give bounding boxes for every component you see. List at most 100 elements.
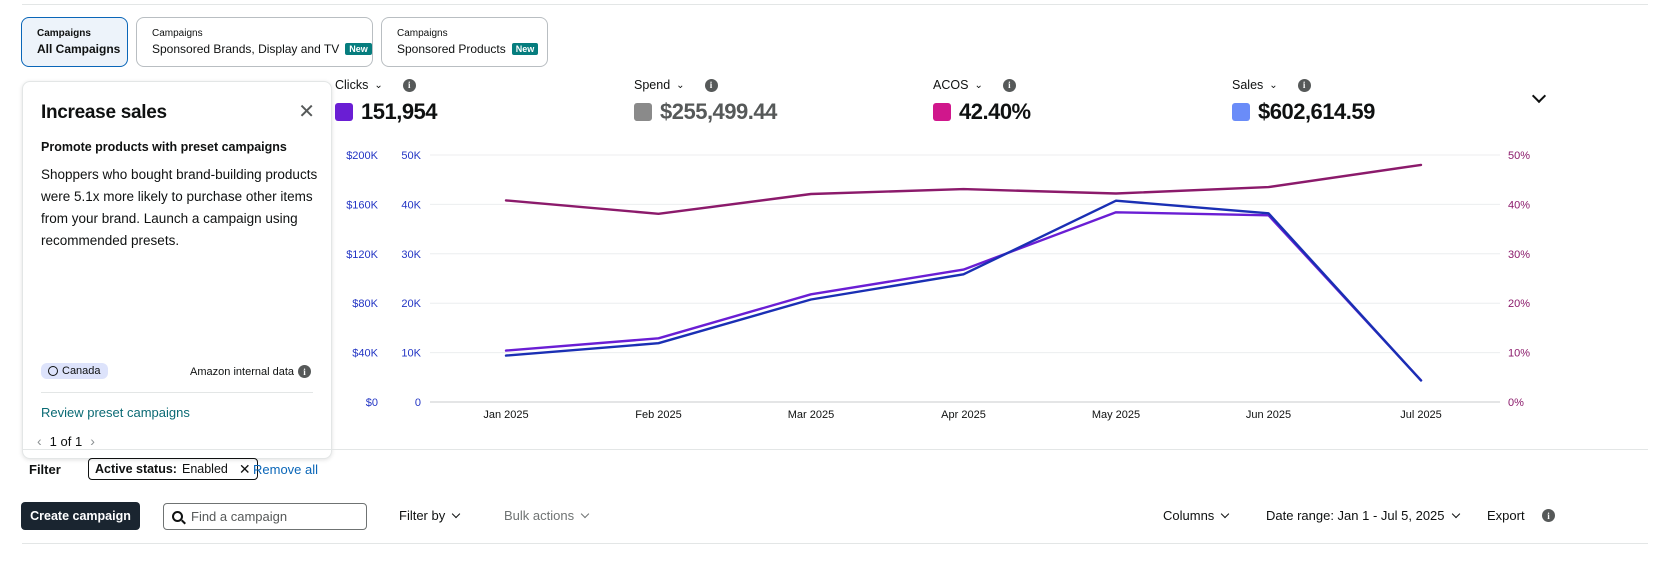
metric-label: Clicks: [335, 78, 369, 92]
x-axis-tick-label: Feb 2025: [635, 409, 681, 421]
region-label: Canada: [62, 365, 101, 377]
region-chip: Canada: [41, 363, 108, 379]
y2-axis-tick-label: 0%: [1508, 397, 1524, 409]
chevron-down-icon: [1451, 509, 1460, 518]
series-line-clicks: [504, 211, 1423, 382]
metric-selector[interactable]: Sales ⌄ i: [1232, 78, 1375, 92]
data-source: Amazon internal data i: [190, 365, 311, 378]
metric-clicks: Clicks ⌄ i 151,954: [335, 78, 438, 125]
pager-label: 1 of 1: [49, 433, 83, 449]
tab-caption: Campaigns: [37, 28, 91, 39]
y2-axis-tick-label: 40%: [1508, 199, 1530, 211]
filter-by-dropdown[interactable]: Filter by: [399, 508, 461, 523]
bulk-actions-dropdown[interactable]: Bulk actions: [504, 508, 590, 523]
series-swatch[interactable]: [1232, 103, 1250, 121]
tab-label: Sponsored Products: [397, 42, 506, 56]
chevron-left-icon[interactable]: ‹: [37, 433, 42, 449]
tab-caption: Campaigns: [397, 28, 448, 39]
series-swatch[interactable]: [933, 103, 951, 121]
date-range-dropdown[interactable]: Date range: Jan 1 - Jul 5, 2025: [1266, 508, 1460, 523]
active-status-filter-chip[interactable]: Active status: Enabled ✕: [88, 458, 258, 480]
x-axis-tick-label: May 2025: [1092, 409, 1140, 421]
metric-label: ACOS: [933, 78, 969, 92]
y-axis-tick-label: $200K: [346, 150, 378, 162]
search-icon: [172, 511, 183, 522]
tab-caption: Campaigns: [152, 28, 203, 39]
x-axis-tick-label: Apr 2025: [941, 409, 986, 421]
campaign-search[interactable]: [163, 503, 367, 530]
columns-dropdown[interactable]: Columns: [1163, 508, 1230, 523]
x-axis-tick-label: Mar 2025: [788, 409, 834, 421]
chevron-right-icon[interactable]: ›: [90, 433, 95, 449]
chevron-down-icon: [580, 509, 590, 518]
y-axis-tick-label: $120K: [346, 249, 378, 261]
chevron-down-icon: ⌄: [1269, 79, 1278, 91]
new-badge: New: [345, 43, 372, 55]
info-icon[interactable]: i: [1297, 78, 1311, 92]
chevron-down-icon: ⌄: [676, 79, 685, 91]
tab-sponsored-products[interactable]: Campaigns Sponsored Products New: [381, 17, 548, 67]
chevron-down-icon: ⌄: [374, 79, 383, 91]
tab-label: Sponsored Brands, Display and TV: [152, 42, 340, 56]
y-axis-tick-label: $160K: [346, 199, 378, 211]
metric-value: 42.40%: [959, 99, 1031, 124]
y-axis-tick-label: 0: [415, 397, 421, 409]
review-preset-link[interactable]: Review preset campaigns: [41, 405, 190, 420]
x-axis-tick-label: Jul 2025: [1400, 409, 1442, 421]
filter-value: Enabled: [181, 462, 228, 476]
globe-icon: [48, 366, 58, 376]
date-range-label: Date range: Jan 1 - Jul 5, 2025: [1266, 508, 1445, 523]
export-label: Export: [1487, 508, 1525, 523]
metric-value: $602,614.59: [1258, 99, 1375, 124]
metric-selector[interactable]: Spend ⌄ i: [634, 78, 777, 92]
performance-chart: $0 $40K $80K $120K $160K $200K 0 10K 20K 30K 40K 50…: [346, 150, 1530, 421]
tab-sponsored-brands[interactable]: Campaigns Sponsored Brands, Display and …: [136, 17, 373, 67]
metric-value: $255,499.44: [660, 99, 777, 124]
metric-selector[interactable]: ACOS ⌄ i: [933, 78, 1031, 92]
y-axis-tick-label: 20K: [401, 298, 421, 310]
bottom-divider: [22, 543, 1648, 544]
close-icon[interactable]: ✕: [298, 101, 315, 123]
info-icon[interactable]: i: [298, 365, 311, 378]
section-divider: [22, 449, 1648, 450]
columns-label: Columns: [1163, 508, 1215, 523]
info-icon[interactable]: i: [704, 78, 718, 92]
metric-label: Spend: [634, 78, 671, 92]
x-axis-tick-label: Jun 2025: [1246, 409, 1291, 421]
filter-key: Active status:: [95, 462, 177, 476]
promo-body: Shoppers who bought brand-building produ…: [41, 167, 318, 248]
series-swatch[interactable]: [335, 103, 353, 121]
info-icon[interactable]: i: [1542, 509, 1555, 522]
metric-spend: Spend ⌄ i $255,499.44: [634, 78, 777, 125]
info-icon[interactable]: i: [1002, 78, 1016, 92]
series-swatch[interactable]: [634, 103, 652, 121]
promo-card: Increase sales ✕ Promote products with p…: [22, 81, 332, 459]
close-icon[interactable]: ✕: [238, 460, 251, 477]
y-axis-tick-label: $80K: [352, 298, 378, 310]
y2-axis-tick-label: 30%: [1508, 249, 1530, 261]
tab-label: All Campaigns: [37, 42, 121, 56]
tab-all-campaigns[interactable]: Campaigns All Campaigns: [21, 17, 128, 67]
remove-all-link[interactable]: Remove all: [253, 462, 319, 477]
series-line-sales: [504, 199, 1423, 382]
metric-sales: Sales ⌄ i $602,614.59: [1232, 78, 1375, 125]
promo-title: Increase sales: [41, 102, 167, 123]
metric-value: 151,954: [361, 99, 438, 124]
y-axis-tick-label: 10K: [401, 348, 421, 360]
metric-selector[interactable]: Clicks ⌄ i: [335, 78, 437, 92]
series-line-acos: [504, 163, 1423, 216]
filter-label: Filter: [29, 462, 61, 477]
metric-acos: ACOS ⌄ i 42.40%: [933, 78, 1031, 125]
y-axis-tick-label: 30K: [401, 249, 421, 261]
promo-subtitle: Promote products with preset campaigns: [41, 140, 287, 154]
metric-label: Sales: [1232, 78, 1264, 92]
bulk-actions-label: Bulk actions: [504, 508, 575, 523]
info-icon[interactable]: i: [402, 78, 416, 92]
top-divider: [22, 4, 1648, 5]
export-button[interactable]: Export: [1487, 508, 1525, 523]
chevron-down-icon: [451, 509, 461, 518]
card-pager: ‹ 1 of 1 ›: [37, 433, 95, 449]
card-divider: [41, 392, 313, 393]
search-input[interactable]: [191, 509, 351, 524]
create-campaign-button[interactable]: Create campaign: [21, 502, 140, 530]
